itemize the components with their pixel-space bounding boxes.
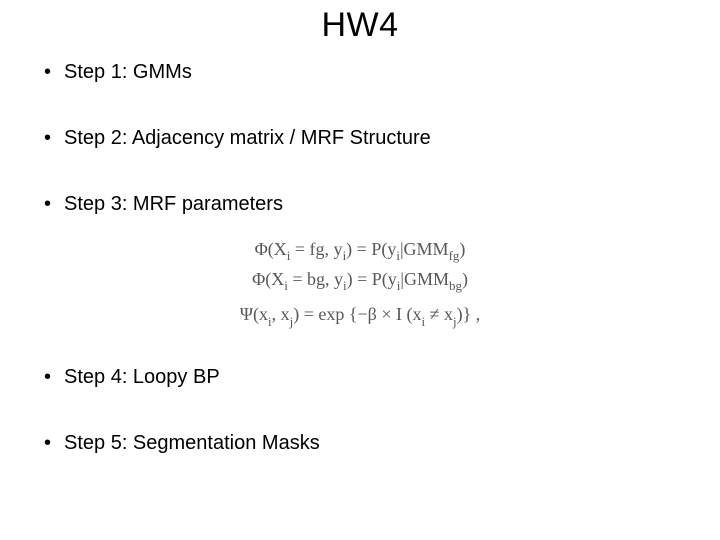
- f3-part: Ψ(x: [240, 304, 268, 324]
- step-5: Step 5: Segmentation Masks: [40, 431, 680, 455]
- formula-3: Ψ(xi, xj) = exp {−β × I (xi ≠ xj)} ,: [40, 301, 680, 331]
- f1-part: |GMM: [400, 239, 449, 259]
- formula-block: Φ(Xi = fg, yi) = P(yi|GMMfg) Φ(Xi = bg, …: [40, 236, 680, 331]
- step-5-text: Step 5: Segmentation Masks: [64, 432, 320, 454]
- f3-part: ) = exp {−β × I (x: [293, 304, 421, 324]
- f3-sub: j: [453, 314, 457, 329]
- f1-part: ): [459, 239, 465, 259]
- f3-sub: i: [268, 314, 272, 329]
- step-3-text: Step 3: MRF parameters: [64, 193, 283, 215]
- step-1-text: Step 1: GMMs: [64, 61, 192, 83]
- formula-2: Φ(Xi = bg, yi) = P(yi|GMMbg): [40, 266, 680, 296]
- step-2-text: Step 2: Adjacency matrix / MRF Structure: [64, 127, 431, 149]
- f3-sub: j: [290, 314, 294, 329]
- step-2: Step 2: Adjacency matrix / MRF Structure: [40, 126, 680, 150]
- f1-part: = fg, y: [290, 239, 342, 259]
- formula-1: Φ(Xi = fg, yi) = P(yi|GMMfg): [40, 236, 680, 266]
- f2-sub: bg: [449, 278, 462, 293]
- f2-part: ): [462, 269, 468, 289]
- step-list-2: Step 4: Loopy BP Step 5: Segmentation Ma…: [40, 365, 680, 455]
- f2-part: ) = P(y: [347, 269, 397, 289]
- step-list: Step 1: GMMs Step 2: Adjacency matrix / …: [40, 60, 680, 216]
- content-area: Step 1: GMMs Step 2: Adjacency matrix / …: [40, 60, 680, 455]
- f2-sub: i: [397, 278, 401, 293]
- f2-part: Φ(X: [252, 269, 284, 289]
- f1-part: Φ(X: [255, 239, 287, 259]
- f2-sub: i: [284, 278, 288, 293]
- f3-part: ≠ x: [425, 304, 453, 324]
- f1-sub: fg: [449, 248, 460, 263]
- step-1: Step 1: GMMs: [40, 60, 680, 84]
- f1-part: ) = P(y: [346, 239, 396, 259]
- f1-sub: i: [343, 248, 347, 263]
- f1-sub: i: [396, 248, 400, 263]
- f3-sub: i: [421, 314, 425, 329]
- step-3: Step 3: MRF parameters: [40, 192, 680, 216]
- f2-part: |GMM: [400, 269, 449, 289]
- f3-part: )} ,: [457, 304, 481, 324]
- f2-sub: i: [343, 278, 347, 293]
- slide: HW4 Step 1: GMMs Step 2: Adjacency matri…: [0, 0, 720, 540]
- page-title: HW4: [0, 6, 720, 45]
- f2-part: = bg, y: [288, 269, 343, 289]
- step-4-text: Step 4: Loopy BP: [64, 366, 220, 388]
- step-4: Step 4: Loopy BP: [40, 365, 680, 389]
- f1-sub: i: [287, 248, 291, 263]
- f3-part: , x: [272, 304, 290, 324]
